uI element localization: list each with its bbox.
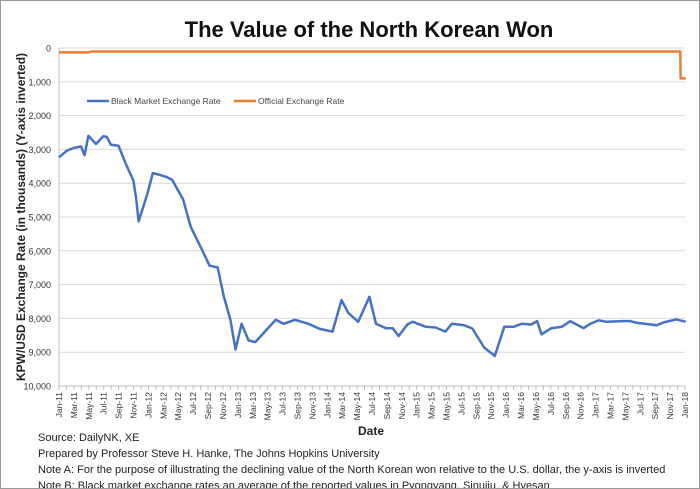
x-axis-label: Date — [358, 424, 384, 438]
x-tick-label: May-17 — [620, 392, 630, 421]
y-tick-label: 1,000 — [28, 77, 51, 87]
x-tick-label: May-15 — [442, 392, 452, 421]
x-tick-label: Mar-12 — [158, 392, 168, 419]
x-tick-label: Nov-11 — [129, 392, 139, 419]
x-tick-label: Nov-13 — [307, 392, 317, 420]
x-tick-label: Mar-13 — [248, 392, 258, 419]
x-tick-label: Jan-17 — [591, 392, 601, 418]
x-tick-label: Jul-13 — [278, 392, 288, 415]
x-tick-label: Sep-13 — [292, 392, 302, 420]
y-tick-label: 3,000 — [28, 145, 51, 155]
x-tick-label: Sep-14 — [382, 392, 392, 420]
x-tick-label: Mar-11 — [69, 392, 79, 419]
x-tick-label: Nov-16 — [576, 392, 586, 420]
x-tick-label: Mar-15 — [427, 392, 437, 419]
x-tick-label: Mar-17 — [605, 392, 615, 419]
x-tick-label: Jul-11 — [99, 392, 109, 415]
x-tick-label: Nov-12 — [218, 392, 228, 420]
x-tick-label: Sep-12 — [203, 392, 213, 420]
x-tick-label: Jul-16 — [546, 392, 556, 415]
x-tick-label: Nov-14 — [397, 392, 407, 420]
legend-label: Official Exchange Rate — [258, 96, 345, 106]
y-axis-ticks: 0 1,000 2,000 3,000 4,000 5,000 6,000 7,000 8,00… — [23, 44, 51, 392]
y-tick-label: 4,000 — [28, 179, 51, 189]
source-note: Source: DailyNK, XE — [38, 432, 140, 444]
x-tick-label: May-13 — [263, 392, 273, 421]
note-b: Note B: Black market exchange rates an a… — [38, 480, 550, 489]
series-lines — [58, 50, 687, 358]
x-axis-ticks: Jan-11 Mar-11 May-11 Jul-11 Sep-11 Nov-11 Jan-… — [54, 386, 690, 420]
y-tick-label: 8,000 — [28, 314, 51, 324]
y-tick-label: 9,000 — [28, 348, 51, 358]
y-tick-label: 6,000 — [28, 246, 51, 256]
chart-title: The Value of the North Korean Won — [185, 17, 554, 42]
x-tick-label: Jan-11 — [54, 392, 64, 418]
y-tick-label: 5,000 — [28, 213, 51, 223]
y-tick-label: 7,000 — [28, 280, 51, 290]
x-tick-label: Sep-15 — [471, 392, 481, 420]
x-tick-label: Jan-16 — [501, 392, 511, 418]
black-market-rate-line — [58, 134, 687, 358]
x-tick-label: Jul-12 — [188, 392, 198, 415]
y-tick-label: 10,000 — [23, 382, 51, 392]
x-tick-label: May-12 — [173, 392, 183, 421]
x-tick-label: Mar-14 — [337, 392, 347, 419]
x-tick-label: May-14 — [352, 392, 362, 421]
x-tick-label: Sep-11 — [114, 392, 124, 419]
x-tick-label: Jul-17 — [635, 392, 645, 415]
x-tick-label: May-11 — [84, 392, 94, 420]
x-tick-label: Jul-14 — [367, 392, 377, 415]
x-tick-label: May-16 — [531, 392, 541, 421]
x-tick-label: Sep-16 — [561, 392, 571, 420]
x-tick-label: Jul-15 — [456, 392, 466, 415]
legend: Black Market Exchange Rate Official Excha… — [87, 96, 345, 106]
note-a: Note A: For the purpose of illustrating … — [38, 464, 666, 476]
x-tick-label: Jan-14 — [322, 392, 332, 418]
x-tick-label: Nov-17 — [665, 392, 675, 420]
y-axis-label: KPW/USD Exchange Rate (in thousands) (Y-… — [14, 53, 28, 381]
x-tick-label: Sep-17 — [650, 392, 660, 420]
x-tick-label: Jan-13 — [233, 392, 243, 418]
x-tick-label: Jan-12 — [143, 392, 153, 418]
x-tick-label: Jan-15 — [412, 392, 422, 418]
prepared-by-note: Prepared by Professor Steve H. Hanke, Th… — [38, 448, 380, 460]
x-tick-label: Nov-15 — [486, 392, 496, 420]
x-tick-label: Jan-18 — [680, 392, 690, 418]
official-rate-line — [59, 50, 686, 80]
x-tick-label: Mar-16 — [516, 392, 526, 419]
legend-label: Black Market Exchange Rate — [111, 96, 221, 106]
y-tick-label: 2,000 — [28, 111, 51, 121]
y-tick-label: 0 — [46, 44, 51, 54]
